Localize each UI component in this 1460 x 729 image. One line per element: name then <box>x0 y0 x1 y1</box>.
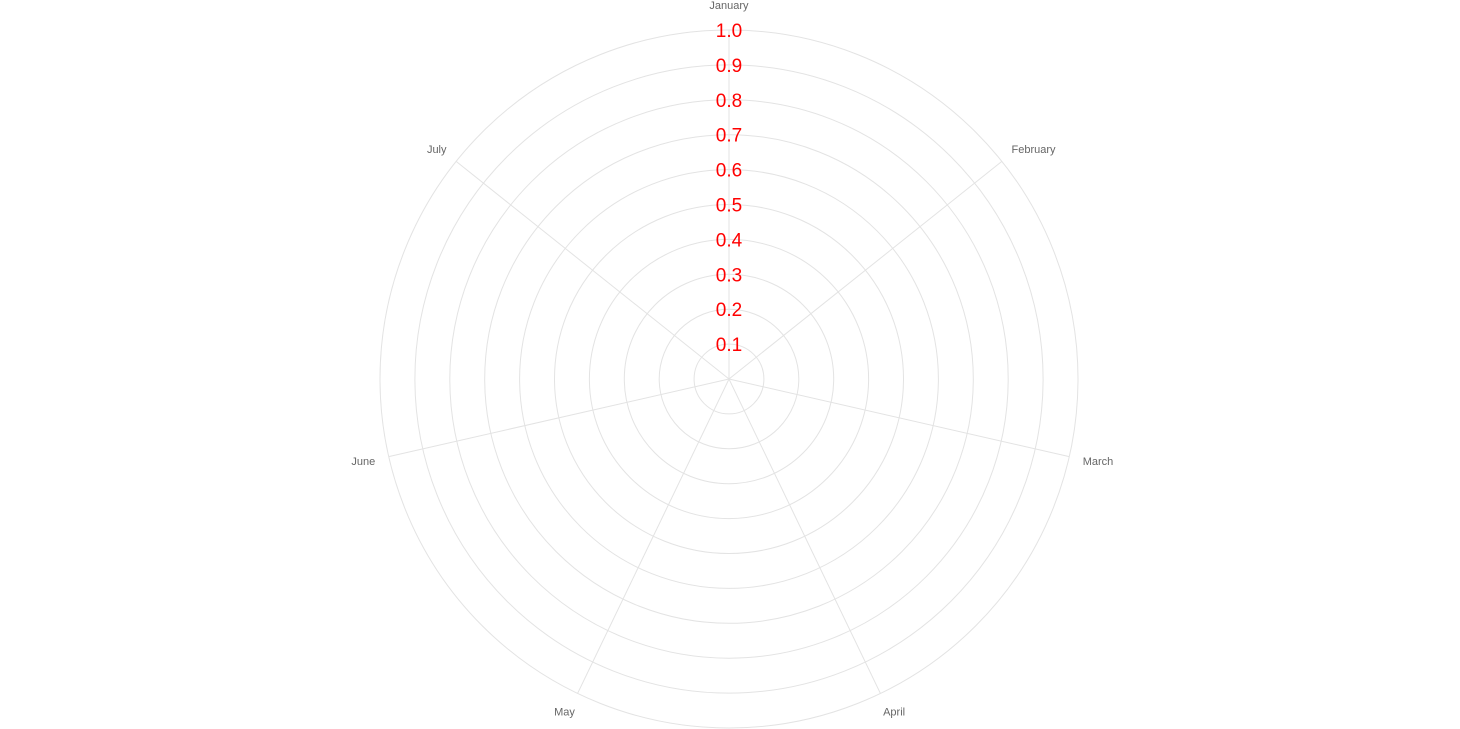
point-label-march: March <box>1083 456 1114 468</box>
spoke-april <box>728 378 881 694</box>
spoke-june <box>388 378 730 458</box>
tick-label-2: 0.2 <box>716 300 742 321</box>
point-label-may: May <box>554 706 575 718</box>
point-label-april: April <box>883 706 905 718</box>
point-label-july: July <box>427 144 447 156</box>
tick-label-7: 0.7 <box>716 126 742 147</box>
tick-label-9: 0.9 <box>716 56 742 77</box>
spoke-may <box>577 378 730 694</box>
tick-label-4: 0.4 <box>716 230 743 251</box>
spoke-march <box>728 378 1070 458</box>
point-label-january: January <box>709 0 749 12</box>
tick-label-8: 0.8 <box>716 91 742 112</box>
tick-label-6: 0.6 <box>716 161 742 182</box>
tick-label-5: 0.5 <box>716 196 742 217</box>
spoke-july <box>455 161 730 380</box>
point-label-february: February <box>1011 144 1056 156</box>
point-label-june: June <box>351 456 375 468</box>
point-label-layer: January February March April May June July <box>351 0 1113 718</box>
tick-label-10: 1.0 <box>716 21 742 42</box>
tick-label-1: 0.1 <box>716 335 742 356</box>
spoke-february <box>728 161 1003 380</box>
tick-label-3: 0.3 <box>716 265 742 286</box>
spoke-layer <box>388 30 1070 694</box>
tick-label-layer: 0.1 0.2 0.3 0.4 0.5 0.6 0.7 0.8 0.9 1.0 <box>716 21 743 356</box>
